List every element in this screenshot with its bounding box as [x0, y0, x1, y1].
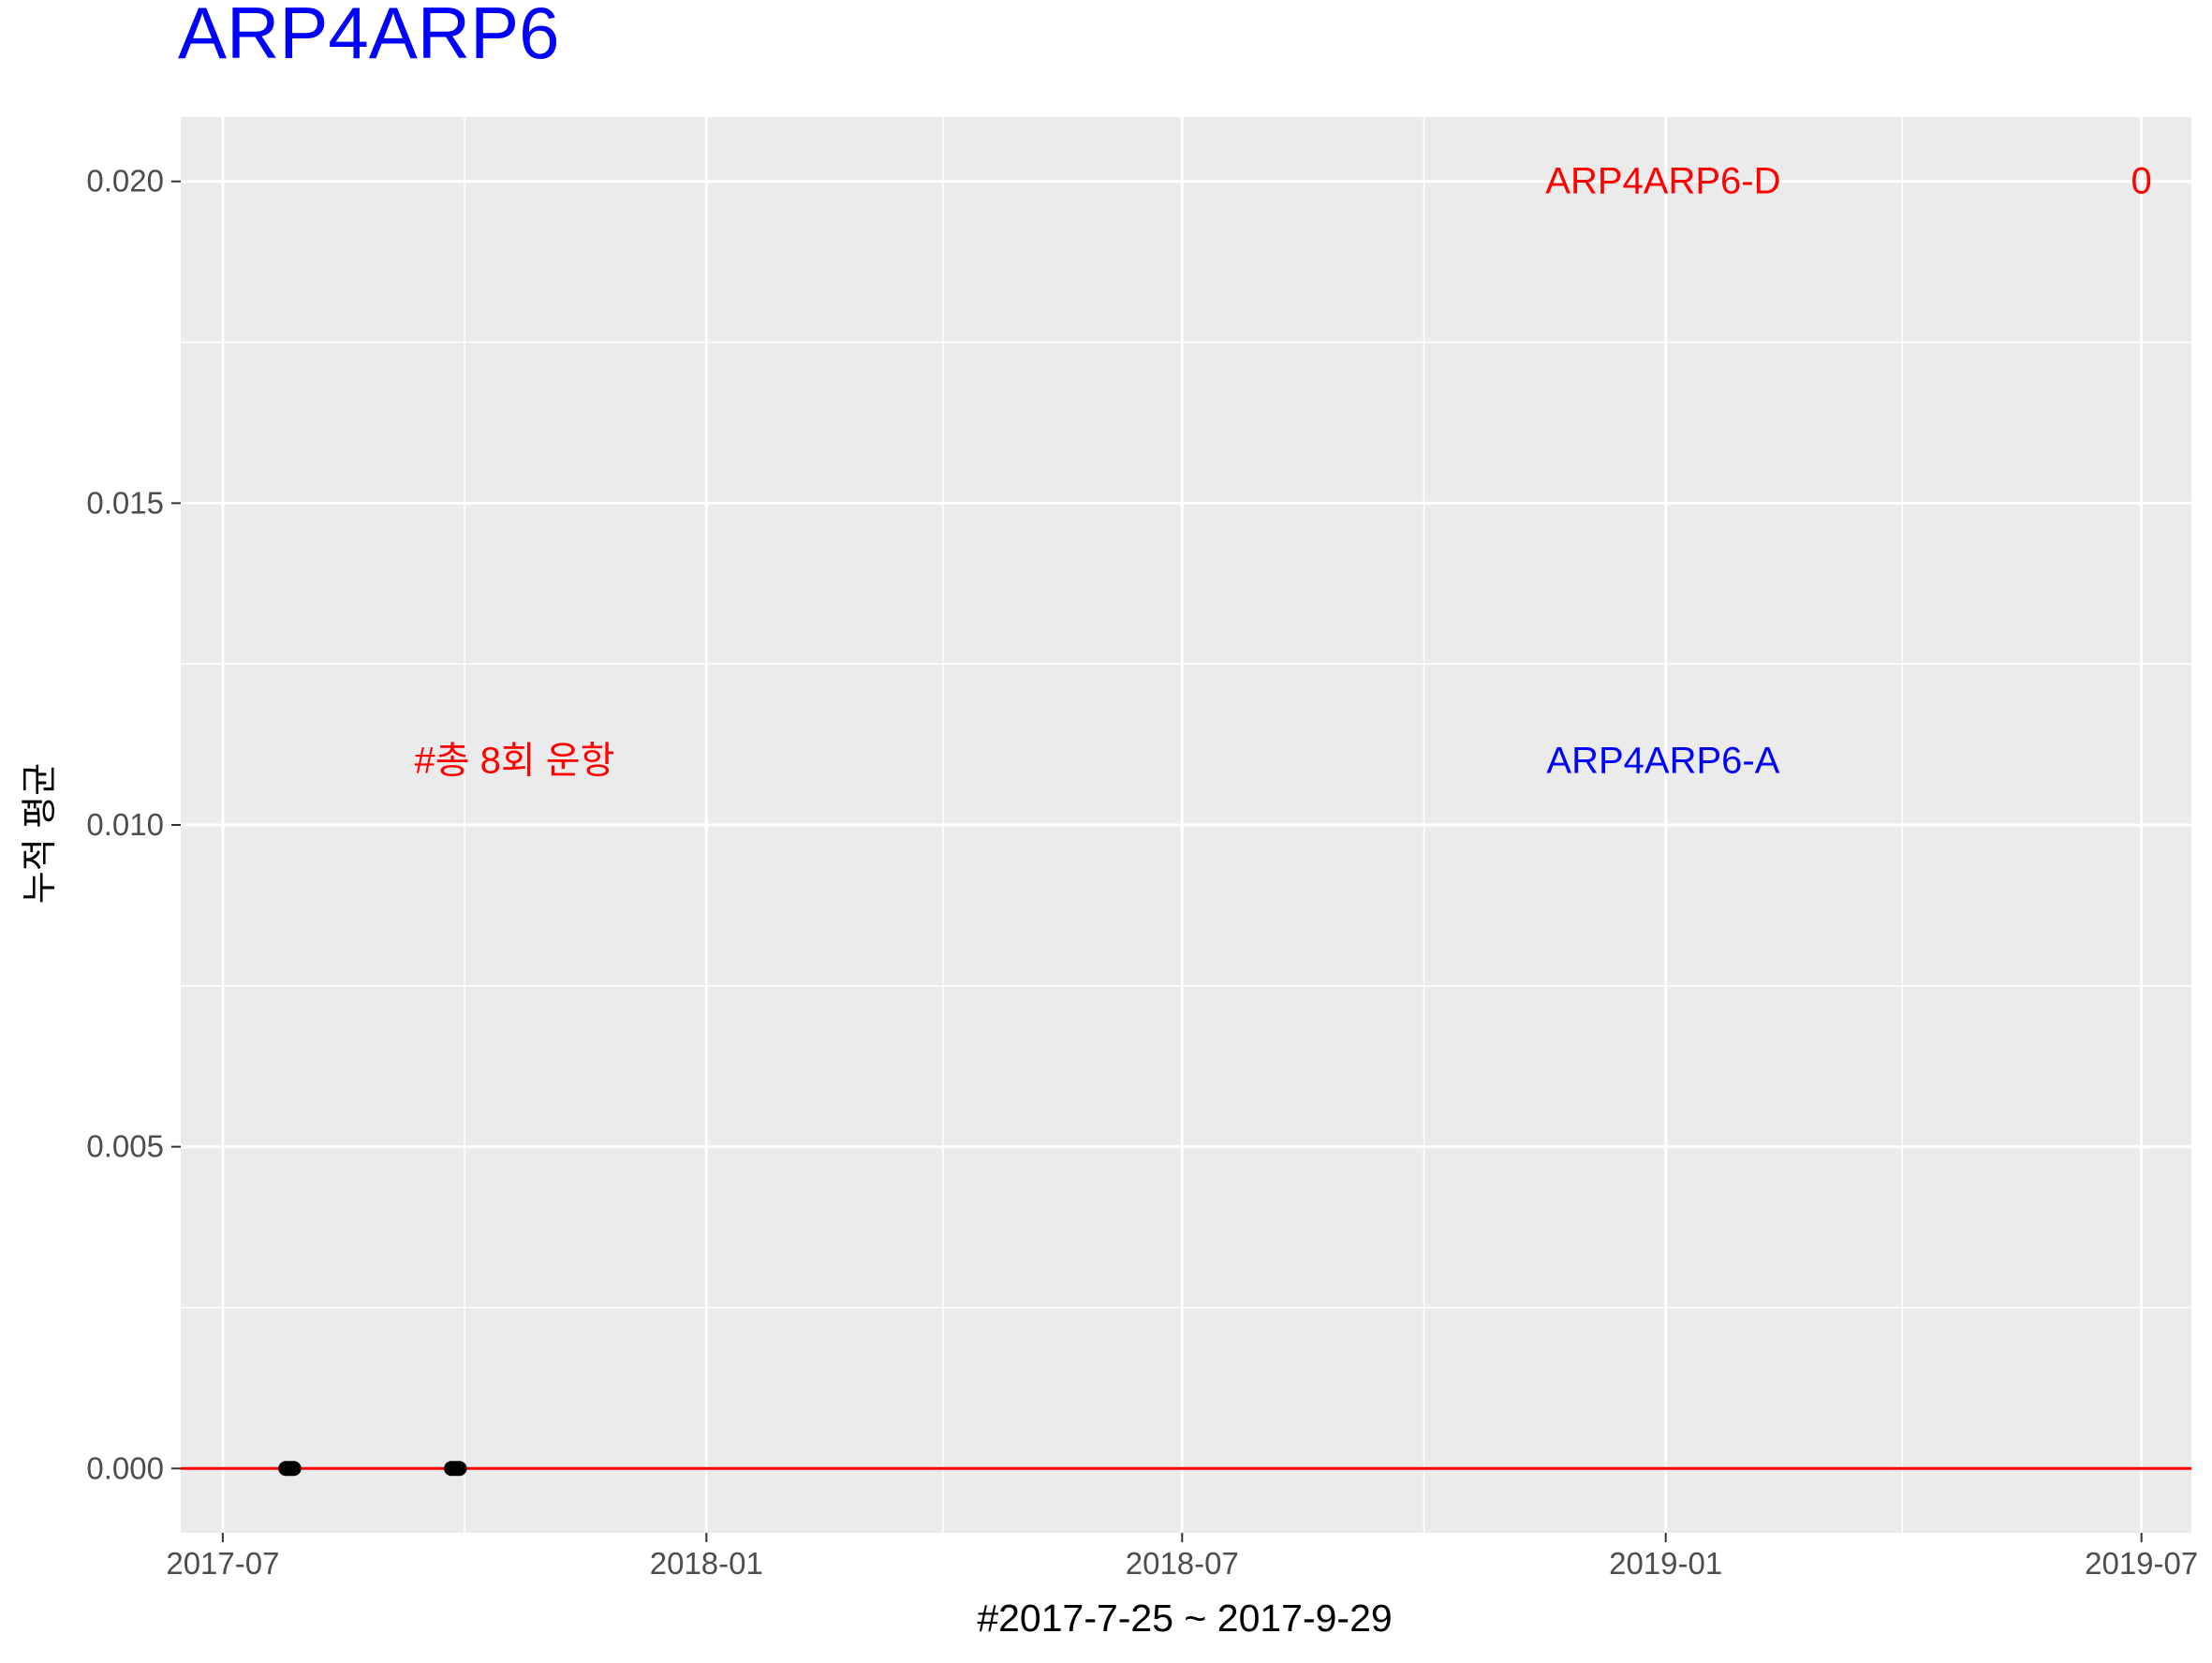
y-tick-label: 0.020	[86, 164, 164, 199]
x-axis-title: #2017-7-25 ~ 2017-9-29	[977, 1597, 1392, 1640]
y-tick-label: 0.015	[86, 485, 164, 520]
annotation-departure: ARP4ARP6-D	[1545, 161, 1780, 202]
annotation-value: 0	[2131, 161, 2152, 202]
x-tick-label: 2019-07	[2085, 1546, 2198, 1581]
x-tick-label: 2018-07	[1126, 1546, 1239, 1581]
y-axis-title: 누적 평균	[21, 763, 60, 904]
y-tick-label: 0.005	[86, 1129, 164, 1164]
data-point	[286, 1461, 302, 1477]
x-tick-label: 2018-01	[650, 1546, 763, 1581]
y-tick-label: 0.000	[86, 1450, 164, 1485]
x-tick-label: 2017-07	[166, 1546, 279, 1581]
data-point	[451, 1461, 467, 1477]
annotation-arrival: ARP4ARP6-A	[1546, 740, 1779, 781]
annotation-total_runs: #총 8회 운항	[414, 740, 614, 781]
x-tick-label: 2019-01	[1609, 1546, 1722, 1581]
chart-title: ARP4ARP6	[178, 0, 560, 74]
y-tick-label: 0.010	[86, 807, 164, 842]
